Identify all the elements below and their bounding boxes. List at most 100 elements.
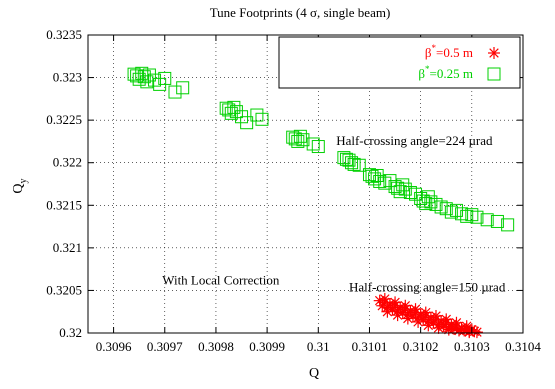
data-point-square	[137, 70, 151, 84]
data-point-square	[391, 181, 405, 195]
data-point-square	[176, 81, 190, 95]
legend-marker	[488, 47, 500, 59]
data-point-square	[424, 195, 438, 209]
chart-title: Tune Footprints (4 σ, single beam)	[210, 5, 391, 20]
y-axis-title-main: Q	[11, 183, 26, 193]
data-point-square	[293, 129, 307, 143]
data-point-square	[135, 66, 149, 80]
data-point-square	[347, 157, 361, 171]
x-tick-label: 0.3101	[352, 339, 388, 354]
data-point-square	[429, 197, 443, 211]
data-point-asterisk	[399, 299, 412, 312]
x-tick-label: 0.3098	[198, 339, 234, 354]
data-point-square	[142, 68, 156, 82]
y-tick-label: 0.3205	[46, 282, 82, 297]
data-point-square	[148, 73, 162, 87]
x-tick-label: 0.3096	[96, 339, 132, 354]
data-point-asterisk	[381, 305, 394, 318]
legend-marker	[487, 67, 501, 81]
data-point-square	[490, 214, 504, 228]
data-point-square	[337, 151, 351, 165]
data-point-square	[291, 134, 305, 148]
data-point-square	[460, 209, 474, 223]
y-tick-label: 0.3235	[46, 27, 82, 42]
data-point-square	[455, 207, 469, 221]
annotations: Half-crossing angle=224 µrad With Local C…	[162, 133, 506, 294]
data-point-square	[345, 156, 359, 170]
x-tick-label: 0.31	[307, 339, 330, 354]
data-point-asterisk	[401, 312, 414, 325]
data-point-asterisk	[391, 309, 404, 322]
data-point-square	[419, 197, 433, 211]
data-point-square	[227, 100, 241, 114]
ticks: 0.3096 0.3097 0.3098 0.3099 0.31 0.3101 0.3102…	[46, 27, 541, 354]
data-point-square	[339, 152, 353, 166]
y-axis-title-sub: y	[18, 178, 29, 183]
data-point-asterisk	[442, 323, 455, 336]
data-point-asterisk	[422, 319, 435, 332]
data-point-asterisk	[419, 306, 432, 319]
series-layer	[127, 66, 515, 339]
x-tick-label: 0.3103	[454, 339, 490, 354]
data-point-square	[398, 182, 412, 196]
data-point-square	[286, 130, 300, 144]
data-point-square	[480, 213, 494, 227]
plot-frame	[87, 34, 524, 334]
data-point-asterisk	[412, 315, 425, 328]
legend-label: β*=0.5 m	[425, 43, 473, 60]
x-tick-label: 0.3099	[249, 339, 285, 354]
y-axis-title: Qy	[11, 178, 29, 193]
data-point-square	[465, 208, 479, 222]
data-point-square	[222, 103, 236, 117]
data-point-asterisk	[440, 313, 453, 326]
data-point-square	[378, 176, 392, 190]
series-1	[373, 292, 483, 339]
annotation: Half-crossing angle=224 µrad	[336, 133, 493, 148]
data-point-asterisk	[450, 316, 463, 329]
data-point-square	[296, 133, 310, 147]
data-point-square	[158, 71, 172, 85]
data-point-asterisk	[389, 296, 402, 309]
data-point-square	[388, 180, 402, 194]
data-point-square	[470, 210, 484, 224]
data-point-asterisk	[453, 324, 466, 337]
data-point-square	[393, 185, 407, 199]
data-point-square	[501, 218, 515, 232]
data-point-square	[127, 67, 141, 81]
data-point-square	[439, 202, 453, 216]
data-point-square	[306, 137, 320, 151]
series-2	[127, 66, 515, 232]
data-point-square	[409, 187, 423, 201]
data-point-asterisk	[430, 309, 442, 322]
annotation: With Local Correction	[162, 272, 280, 287]
data-point-square	[240, 116, 254, 130]
legend-label: β*=0.25 m	[418, 64, 473, 81]
y-tick-label: 0.3225	[46, 112, 82, 127]
data-point-square	[352, 158, 366, 172]
y-tick-label: 0.322	[53, 155, 82, 170]
data-point-square	[255, 112, 269, 126]
annotation: Half-crossing angle=150 µrad	[349, 279, 506, 294]
data-point-square	[416, 194, 430, 208]
data-point-square	[365, 169, 379, 183]
x-axis-title: Q	[309, 366, 319, 381]
data-point-square	[444, 205, 458, 219]
data-point-square	[311, 140, 325, 154]
data-point-asterisk	[432, 321, 445, 334]
data-point-square	[250, 108, 264, 122]
data-point-square	[396, 178, 410, 192]
y-tick-label: 0.323	[53, 70, 82, 85]
data-point-square	[421, 190, 435, 204]
data-point-square	[219, 101, 233, 115]
y-tick-label: 0.3215	[46, 197, 82, 212]
x-tick-label: 0.3102	[403, 339, 439, 354]
legend: β*=0.5 m β*=0.25 m	[278, 36, 521, 89]
data-point-square	[140, 75, 154, 89]
data-point-asterisk	[378, 292, 391, 305]
y-tick-label: 0.32	[59, 325, 82, 340]
x-tick-label: 0.3097	[147, 339, 183, 354]
y-axis-title-group: Qy	[11, 178, 29, 193]
y-tick-label: 0.321	[53, 240, 82, 255]
